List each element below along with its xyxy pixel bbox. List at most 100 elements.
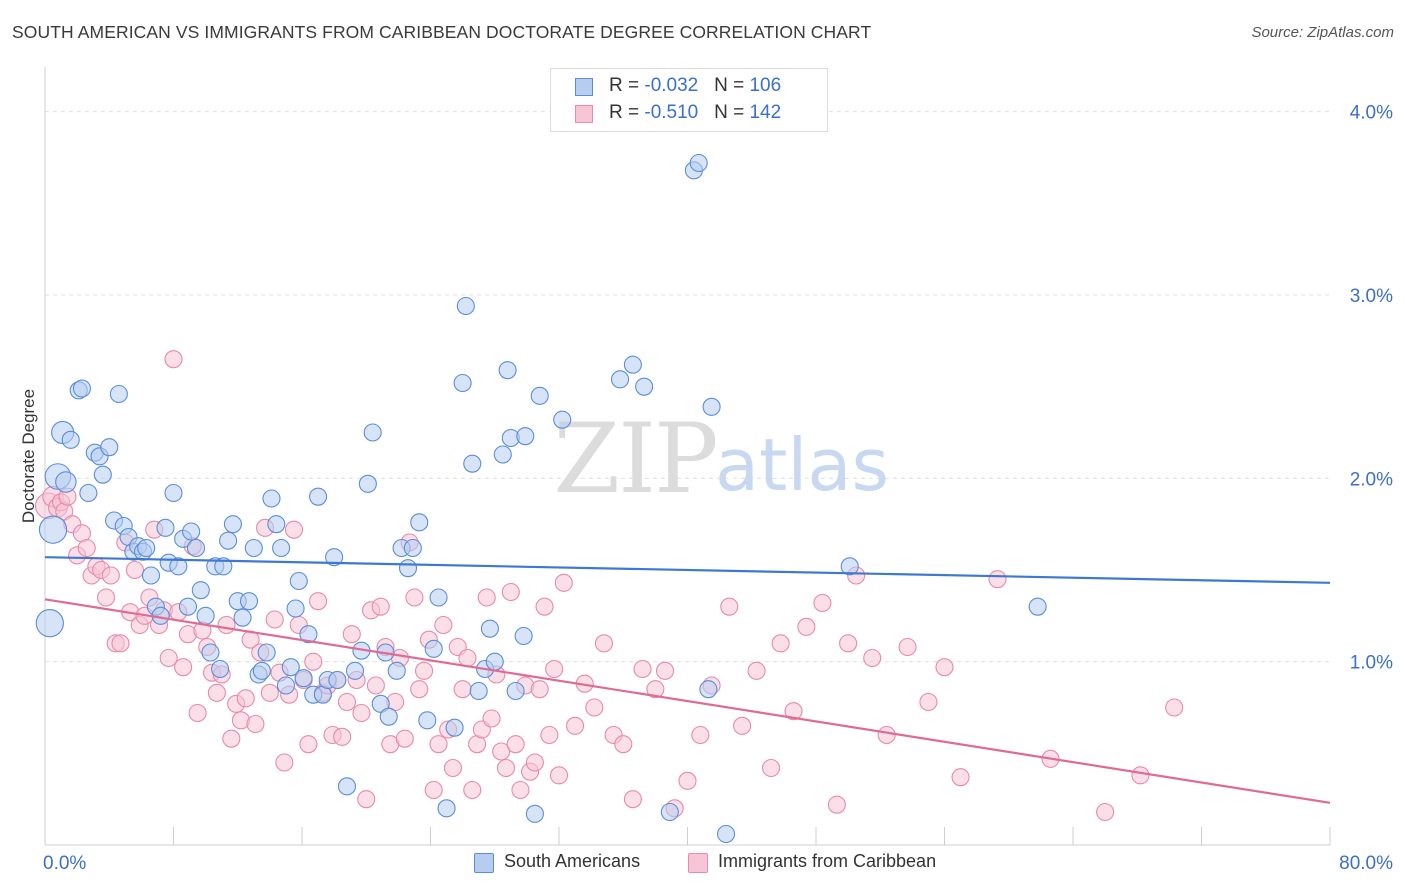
watermark-zip: ZIP: [553, 403, 716, 515]
south-american-point: [267, 515, 286, 534]
caribbean-point: [477, 588, 496, 607]
caribbean-point: [492, 742, 511, 761]
south-american-point: [553, 410, 572, 429]
south-american-point: [337, 777, 357, 796]
south-american-point: [299, 625, 318, 644]
caribbean-point: [164, 350, 183, 369]
south-american-point: [286, 599, 305, 618]
south-american-point: [182, 522, 201, 541]
south-american-point: [493, 445, 512, 464]
caribbean-point: [424, 780, 443, 800]
south-american-point: [840, 557, 859, 576]
south-american-point: [72, 379, 91, 398]
south-american-point: [506, 681, 525, 701]
tick-labels: 1.0% 2.0% 3.0% 4.0% 0.0% 80.0%: [43, 103, 1393, 874]
caribbean-point: [410, 680, 429, 699]
stats-legend: R = -0.032 N = 106 R = -0.510 N = 142: [550, 68, 828, 132]
south-american-point: [109, 384, 128, 404]
caribbean-point: [1096, 802, 1115, 822]
caribbean-point: [405, 588, 424, 607]
south-american-point: [79, 483, 98, 503]
south-american-point: [485, 652, 504, 671]
caribbean-point: [863, 648, 882, 668]
n-label: N =: [714, 75, 750, 96]
south-american-trend-line: [44, 556, 1331, 584]
south-american-point: [363, 423, 382, 442]
watermark: ZIP atlas: [553, 403, 889, 515]
caribbean-point: [96, 588, 116, 607]
south-american-point: [635, 377, 654, 396]
r-value: -0.032: [644, 75, 699, 96]
south-american-point: [716, 824, 736, 844]
caribbean-point: [275, 753, 294, 772]
south-american-point: [137, 538, 156, 558]
caribbean-point: [733, 716, 752, 735]
south-american-point: [699, 680, 718, 699]
south-american-point: [196, 606, 215, 625]
south-american-point: [239, 592, 259, 611]
caribbean-point: [415, 661, 434, 680]
caribbean-point: [482, 709, 501, 728]
caribbean-point: [333, 727, 352, 746]
caribbean-point: [337, 692, 357, 712]
caribbean-point: [260, 683, 279, 702]
south-american-point: [211, 659, 230, 679]
caribbean-point: [839, 634, 858, 653]
caribbean-point: [342, 625, 361, 644]
series-legend: South Americans Immigrants from Caribbea…: [0, 851, 1406, 877]
south-american-point: [169, 557, 188, 576]
south-american-point: [178, 597, 198, 616]
caribbean-point: [309, 592, 328, 611]
r-value: -0.510: [644, 102, 699, 123]
caribbean-point: [453, 680, 472, 699]
south-american-point: [498, 361, 517, 380]
caribbean-point: [678, 771, 697, 790]
south-american-point: [689, 153, 708, 173]
caribbean-point: [1165, 698, 1184, 717]
south-american-point: [358, 474, 377, 493]
caribbean-point: [633, 659, 652, 679]
axes: [44, 67, 1331, 846]
y-tick-label: 3.0%: [1350, 286, 1393, 307]
south-american-point: [141, 566, 161, 585]
caribbean-point: [284, 520, 304, 539]
caribbean-point: [720, 597, 739, 616]
caribbean-point: [530, 680, 549, 699]
south-american-point: [35, 609, 64, 638]
caribbean-point: [159, 648, 178, 668]
south-american-point: [453, 373, 472, 393]
south-american-point: [1028, 597, 1047, 616]
caribbean-point: [111, 634, 130, 653]
caribbean-point: [443, 758, 463, 778]
caribbean-point: [366, 676, 385, 695]
caribbean-point: [395, 729, 414, 748]
caribbean-point: [236, 689, 255, 708]
caribbean-point: [554, 573, 573, 592]
caribbean-point: [265, 610, 284, 629]
south-american-point: [445, 718, 464, 737]
caribbean-point: [797, 617, 816, 636]
caribbean-point: [458, 648, 477, 668]
caribbean-point: [501, 582, 520, 602]
south-american-point: [623, 355, 642, 374]
south-american-point: [281, 658, 300, 677]
caribbean-point: [77, 538, 96, 558]
south-american-point: [410, 513, 429, 532]
south-american-point: [309, 487, 328, 506]
caribbean-point: [506, 735, 525, 754]
south-american-point: [252, 661, 271, 680]
south-american-point: [328, 670, 347, 690]
caribbean-point: [614, 735, 633, 754]
caribbean-point: [511, 780, 530, 800]
south-american-point: [38, 515, 68, 544]
y-tick-label: 1.0%: [1350, 653, 1393, 674]
caribbean-point: [304, 652, 323, 671]
south-american-point: [403, 538, 422, 558]
caribbean-point: [761, 758, 781, 778]
legend-label: South Americans: [504, 851, 641, 871]
caribbean-point: [784, 702, 803, 721]
south-american-point: [610, 370, 630, 389]
south-american-point: [257, 643, 276, 662]
caribbean-point: [174, 658, 193, 677]
